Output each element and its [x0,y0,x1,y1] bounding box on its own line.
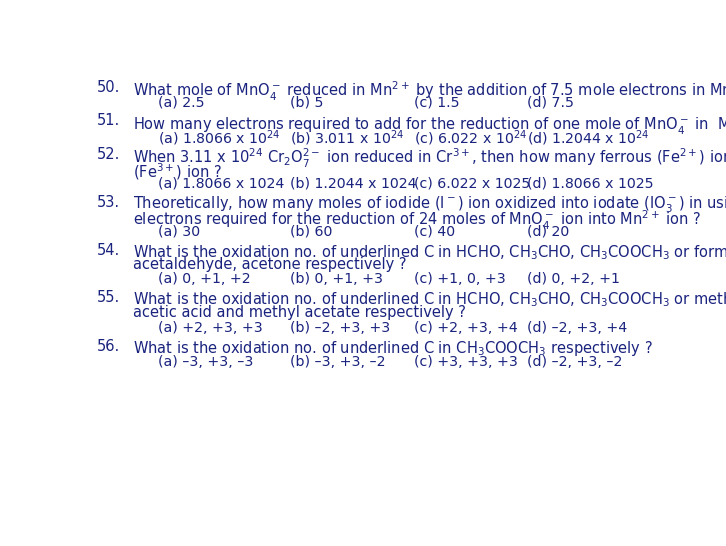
Text: (c) +1, 0, +3: (c) +1, 0, +3 [415,272,506,286]
Text: 53.: 53. [97,194,120,210]
Text: (b) 5: (b) 5 [290,96,324,110]
Text: (d) 1.2044 x 10$^{24}$: (d) 1.2044 x 10$^{24}$ [527,128,650,148]
Text: (c) 6.022 x 10$^{24}$: (c) 6.022 x 10$^{24}$ [415,128,528,148]
Text: (a) 2.5: (a) 2.5 [158,96,205,110]
Text: (a) 30: (a) 30 [158,224,200,239]
Text: 55.: 55. [97,290,120,305]
Text: (b) –3, +3, –2: (b) –3, +3, –2 [290,355,386,369]
Text: (a) 1.8066 x 10$^{24}$: (a) 1.8066 x 10$^{24}$ [158,128,281,148]
Text: 56.: 56. [97,339,120,354]
Text: acetaldehyde, acetone respectively ?: acetaldehyde, acetone respectively ? [133,257,407,272]
Text: How many electrons required to add for the reduction of one mole of MnO$_4^-$ in: How many electrons required to add for t… [133,114,726,136]
Text: (d) 0, +2, +1: (d) 0, +2, +1 [527,272,620,286]
Text: Theoretically, how many moles of iodide (I$^-$) ion oxidized into iodate (IO$_3^: Theoretically, how many moles of iodide … [133,194,726,215]
Text: What is the oxidation no. of underlined C in HCHO, CH$_3$CHO, CH$_3$COOCH$_3$ or: What is the oxidation no. of underlined … [133,243,726,262]
Text: (b) –2, +3, +3: (b) –2, +3, +3 [290,321,391,335]
Text: 54.: 54. [97,243,120,258]
Text: 50.: 50. [97,80,120,95]
Text: (b) 0, +1, +3: (b) 0, +1, +3 [290,272,383,286]
Text: (b) 1.2044 x 1024: (b) 1.2044 x 1024 [290,176,417,190]
Text: (a) 0, +1, +2: (a) 0, +1, +2 [158,272,251,286]
Text: (c) +2, +3, +4: (c) +2, +3, +4 [415,321,518,335]
Text: What is the oxidation no. of underlined C in CH$_3$COOCH$_3$ respectively ?: What is the oxidation no. of underlined … [133,339,653,358]
Text: (c) 6.022 x 1025: (c) 6.022 x 1025 [415,176,531,190]
Text: 51.: 51. [97,114,120,128]
Text: (b) 60: (b) 60 [290,224,333,239]
Text: What is the oxidation no. of underlined C in HCHO, CH$_3$CHO, CH$_3$COOCH$_3$ or: What is the oxidation no. of underlined … [133,290,726,309]
Text: (Fe$^{3+}$) ion ?: (Fe$^{3+}$) ion ? [133,162,221,182]
Text: (d) –2, +3, +4: (d) –2, +3, +4 [527,321,627,335]
Text: (b) 3.011 x 10$^{24}$: (b) 3.011 x 10$^{24}$ [290,128,405,148]
Text: electrons required for the reduction of 24 moles of MnO$_4^-$ ion into Mn$^{2+}$: electrons required for the reduction of … [133,209,701,232]
Text: When 3.11 x 10$^{24}$ Cr$_2$O$_7^{2-}$ ion reduced in Cr$^{3+}$, then how many f: When 3.11 x 10$^{24}$ Cr$_2$O$_7^{2-}$ i… [133,147,726,170]
Text: (d) –2, +3, –2: (d) –2, +3, –2 [527,355,622,369]
Text: (a) 1.8066 x 1024: (a) 1.8066 x 1024 [158,176,285,190]
Text: acetic acid and methyl acetate respectively ?: acetic acid and methyl acetate respectiv… [133,305,466,320]
Text: (d) 7.5: (d) 7.5 [527,96,574,110]
Text: What mole of MnO$_4^-$ reduced in Mn$^{2+}$ by the addition of 7.5 mole electron: What mole of MnO$_4^-$ reduced in Mn$^{2… [133,80,726,103]
Text: (c) 1.5: (c) 1.5 [415,96,460,110]
Text: (a) –3, +3, –3: (a) –3, +3, –3 [158,355,253,369]
Text: 52.: 52. [97,147,120,162]
Text: (c) 40: (c) 40 [415,224,455,239]
Text: (c) +3, +3, +3: (c) +3, +3, +3 [415,355,518,369]
Text: (d) 20: (d) 20 [527,224,569,239]
Text: (d) 1.8066 x 1025: (d) 1.8066 x 1025 [527,176,653,190]
Text: (a) +2, +3, +3: (a) +2, +3, +3 [158,321,263,335]
